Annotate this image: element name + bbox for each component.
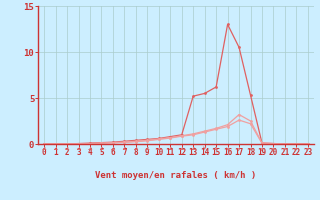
X-axis label: Vent moyen/en rafales ( km/h ): Vent moyen/en rafales ( km/h ) bbox=[95, 171, 257, 180]
